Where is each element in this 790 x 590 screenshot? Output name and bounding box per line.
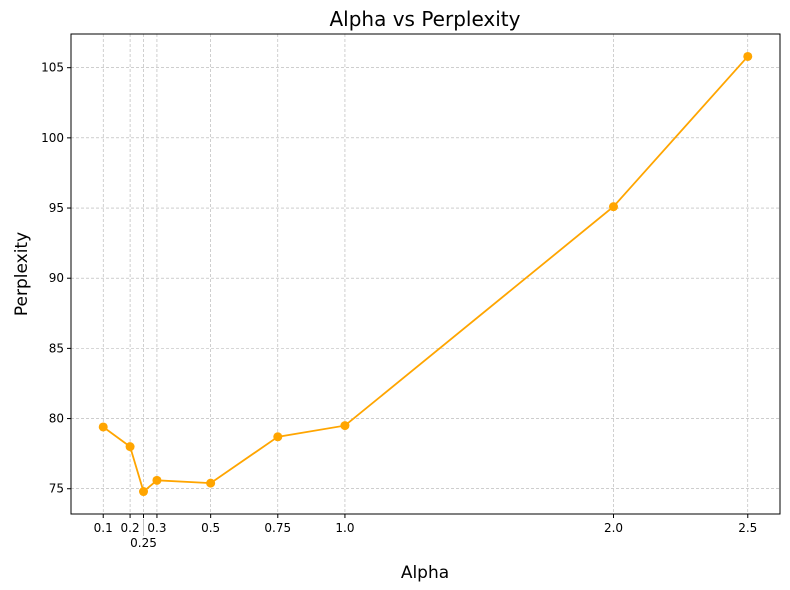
series-line: [102, 55, 749, 494]
x-tick-label: 2.5: [738, 521, 757, 535]
y-tick-label: 85: [49, 341, 64, 355]
data-point: [139, 487, 149, 497]
data-point: [152, 475, 162, 485]
x-tick-label: 0.3: [147, 521, 166, 535]
y-tick-label: 90: [49, 271, 64, 285]
y-tick-label: 95: [49, 201, 64, 215]
y-tick-label: 80: [49, 412, 64, 426]
data-point: [98, 422, 108, 432]
x-tick-label: 0.75: [264, 521, 291, 535]
data-point: [273, 432, 283, 442]
data-point: [743, 51, 753, 61]
y-tick-label: 75: [49, 482, 64, 496]
x-tick-label: 2.0: [604, 521, 623, 535]
data-point: [206, 478, 216, 488]
x-tick-label: 1.0: [335, 521, 354, 535]
x-tick-label: 0.1: [94, 521, 113, 535]
data-point: [340, 421, 350, 431]
data-point: [125, 442, 135, 452]
chart-title: Alpha vs Perplexity: [330, 7, 521, 31]
x-axis-label: Alpha: [401, 563, 449, 583]
plot-frame: [70, 33, 781, 515]
x-tick-label: 0.25: [130, 536, 157, 550]
y-tick-label: 100: [41, 131, 64, 145]
data-point: [608, 202, 618, 212]
x-tick-label: 0.2: [121, 521, 140, 535]
y-axis-label: Perplexity: [12, 232, 32, 316]
y-tick-label: 105: [41, 61, 64, 75]
x-tick-label: 0.5: [201, 521, 220, 535]
